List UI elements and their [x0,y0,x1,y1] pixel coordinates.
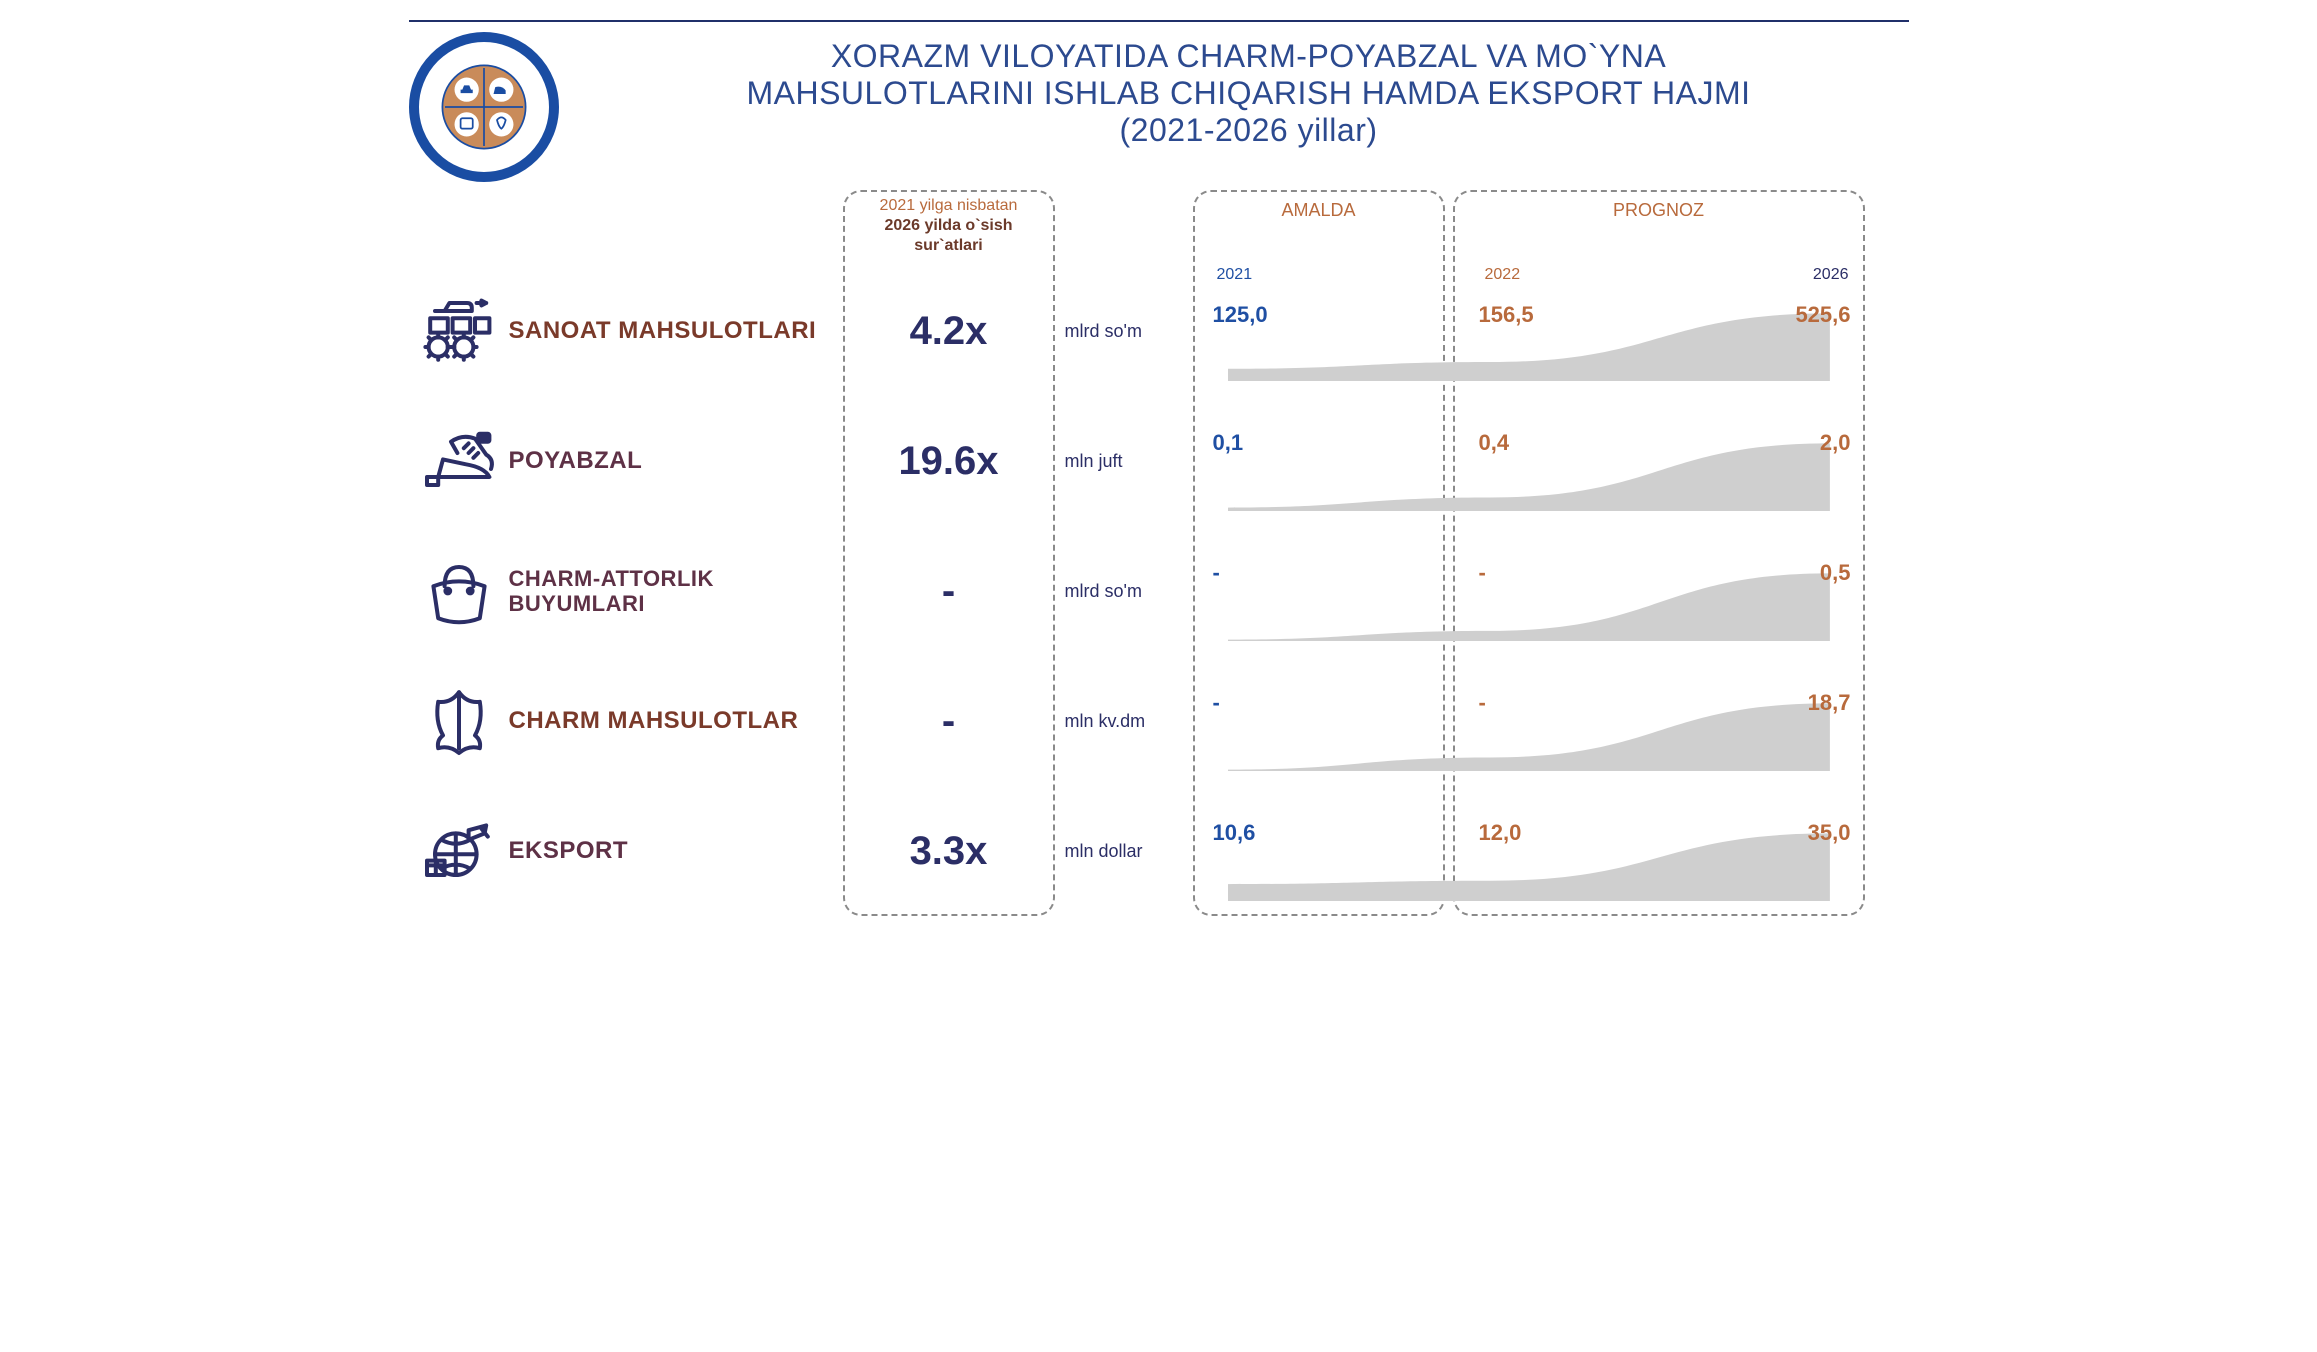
value-2021: - [1213,560,1220,586]
value-2026: 2,0 [1820,430,1851,456]
title-line-2: MAHSULOTLARINI ISHLAB CHIQARISH HAMDA EK… [589,75,1909,112]
row-label: POYABZAL [509,447,839,475]
growth-value: - [839,699,1059,744]
value-2022: 156,5 [1479,302,1534,328]
data-row: SANOAT MAHSULOTLARI4.2xmlrd so'm 2021 125… [409,266,1909,396]
title-line-1: XORAZM VILOYATIDA CHARM-POYABZAL VA MO`Y… [589,38,1909,75]
value-2021: - [1213,690,1220,716]
growth-value: 3.3x [839,829,1059,874]
amalda-cell: - [1189,656,1449,786]
row-label: CHARM-ATTORLIK BUYUMLARI [509,566,839,617]
value-2022: - [1479,690,1486,716]
value-2022: 12,0 [1479,820,1522,846]
growth-header-top: 2021 yilga nisbatan [849,196,1049,216]
data-row: EKSPORT3.3xmln dollar 10,6 12,0 35,0 [409,786,1909,916]
data-row: CHARM-ATTORLIK BUYUMLARI-mlrd so'm --0,5 [409,526,1909,656]
value-2021: 125,0 [1213,302,1268,328]
column-headers: 2021 yilga nisbatan 2026 yilda o`sish su… [409,190,1909,266]
value-2022: 0,4 [1479,430,1510,456]
value-2021: 10,6 [1213,820,1256,846]
value-2026: 525,6 [1795,302,1850,328]
sanoat-icon [409,291,509,371]
year-2021: 2021 [1217,266,1253,284]
infographic-root: XORAZM VILOYATIDA CHARM-POYABZAL VA MO`Y… [409,20,1909,916]
logo-badge [409,32,559,182]
growth-value: - [839,569,1059,614]
title-line-3: (2021-2026 yillar) [589,112,1909,149]
value-2021: 0,1 [1213,430,1244,456]
row-label: CHARM MAHSULOTLAR [509,707,839,735]
unit-label: mln dollar [1059,841,1189,862]
data-grid: 2021 yilga nisbatan 2026 yilda o`sish su… [409,190,1909,916]
amalda-cell: 2021 125,0 [1189,266,1449,396]
growth-header: 2021 yilga nisbatan 2026 yilda o`sish su… [839,190,1059,266]
unit-label: mln juft [1059,451,1189,472]
prognoz-cell: 0,4 2,0 [1449,396,1869,526]
prognoz-cell: 12,0 35,0 [1449,786,1869,916]
amalda-cell: 0,1 [1189,396,1449,526]
year-2026: 2026 [1813,266,1849,284]
poyabzal-icon [409,421,509,501]
growth-value: 4.2x [839,309,1059,354]
amalda-cell: 10,6 [1189,786,1449,916]
data-row: CHARM MAHSULOTLAR-mln kv.dm --18,7 [409,656,1909,786]
prognoz-cell: 2022 2026 156,5 525,6 [1449,266,1869,396]
unit-label: mlrd so'm [1059,321,1189,342]
row-label: EKSPORT [509,837,839,865]
title-block: XORAZM VILOYATIDA CHARM-POYABZAL VA MO`Y… [589,32,1909,149]
unit-label: mlrd so'm [1059,581,1189,602]
amalda-cell: - [1189,526,1449,656]
eksport-icon [409,811,509,891]
value-2026: 18,7 [1808,690,1851,716]
header: XORAZM VILOYATIDA CHARM-POYABZAL VA MO`Y… [409,20,1909,182]
prognoz-header: PROGNOZ [1449,190,1869,266]
value-2026: 0,5 [1820,560,1851,586]
attorlik-icon [409,551,509,631]
value-2026: 35,0 [1808,820,1851,846]
prognoz-cell: - 0,5 [1449,526,1869,656]
unit-label: mln kv.dm [1059,711,1189,732]
growth-value: 19.6x [839,439,1059,484]
prognoz-cell: - 18,7 [1449,656,1869,786]
row-label: SANOAT MAHSULOTLARI [509,317,839,345]
data-row: POYABZAL19.6xmln juft 0,1 0,4 2,0 [409,396,1909,526]
value-2022: - [1479,560,1486,586]
year-2022: 2022 [1485,266,1521,284]
growth-header-bottom: 2026 yilda o`sish sur`atlari [849,216,1049,256]
charm-icon [409,681,509,761]
amalda-header: AMALDA [1189,190,1449,266]
